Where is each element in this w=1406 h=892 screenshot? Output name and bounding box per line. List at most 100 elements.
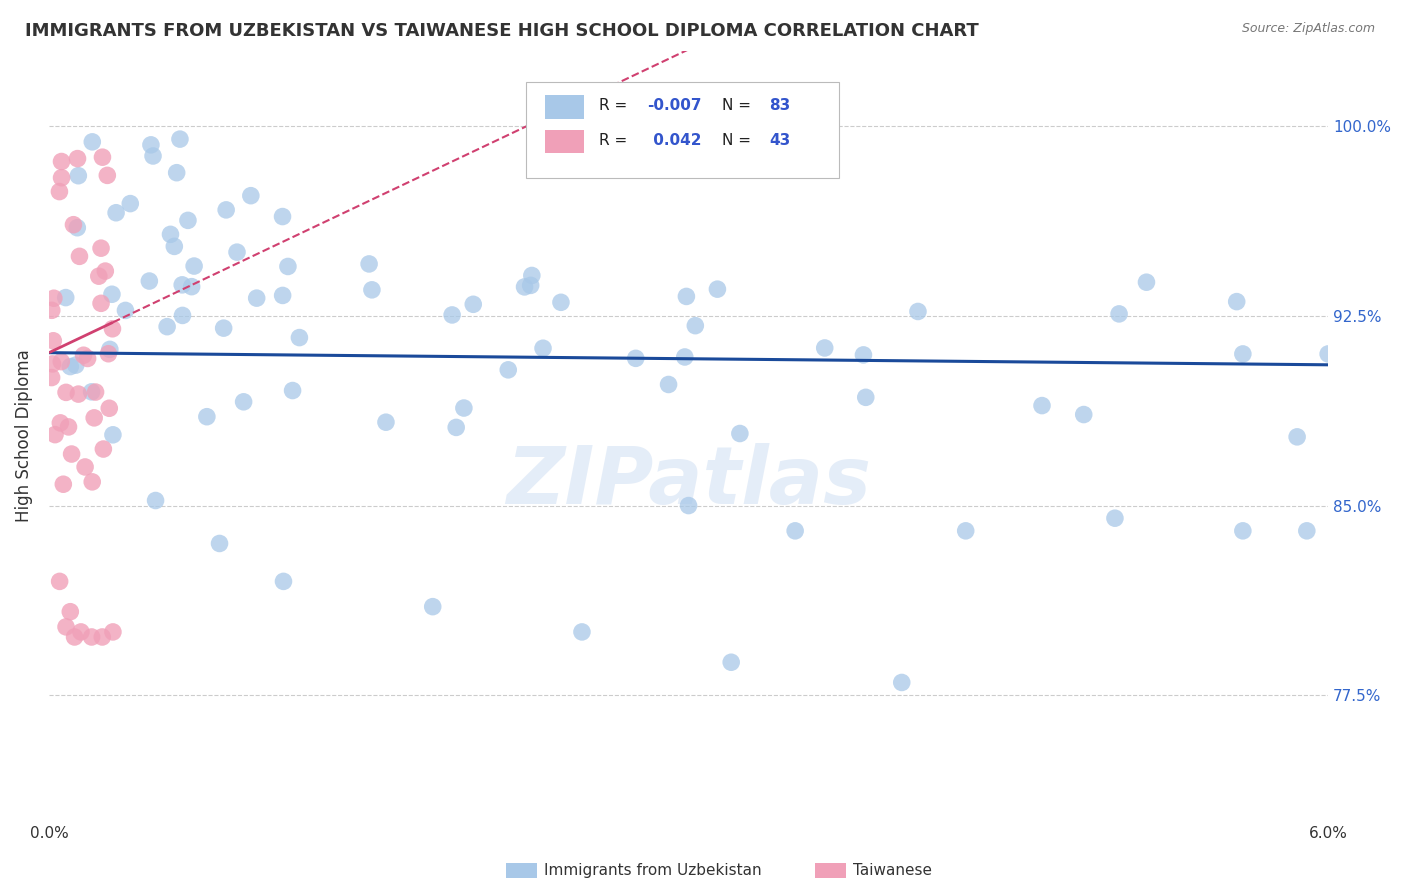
- Point: [1295, 524, 1317, 538]
- Point: [41, 370, 63, 384]
- Point: [658, 377, 681, 392]
- Point: [163, 239, 186, 253]
- Point: [55, 620, 77, 634]
- Point: [814, 341, 837, 355]
- Point: [51, 170, 73, 185]
- Point: [98, 401, 121, 416]
- Point: [271, 288, 294, 302]
- Point: [1104, 511, 1126, 525]
- Text: Taiwanese: Taiwanese: [853, 863, 932, 878]
- Text: Source: ZipAtlas.com: Source: ZipAtlas.com: [1241, 22, 1375, 36]
- Point: [93, 442, 115, 456]
- Point: [678, 499, 700, 513]
- Point: [172, 309, 194, 323]
- Point: [955, 524, 977, 538]
- Point: [82, 135, 104, 149]
- Point: [75, 460, 97, 475]
- Point: [169, 132, 191, 146]
- Point: [519, 278, 541, 293]
- Point: [59, 359, 82, 374]
- Point: [706, 282, 728, 296]
- Text: R =: R =: [599, 133, 627, 147]
- Point: [277, 260, 299, 274]
- Point: [375, 415, 398, 429]
- Point: [101, 322, 124, 336]
- Point: [720, 655, 742, 669]
- Point: [208, 536, 231, 550]
- Point: [80, 384, 103, 399]
- Point: [232, 394, 254, 409]
- Point: [66, 220, 89, 235]
- Point: [239, 188, 262, 202]
- Point: [72, 348, 94, 362]
- Point: [94, 264, 117, 278]
- Point: [142, 149, 165, 163]
- Point: [87, 269, 110, 284]
- Text: 43: 43: [769, 133, 790, 147]
- Point: [41, 357, 63, 371]
- Y-axis label: High School Diploma: High School Diploma: [15, 350, 32, 523]
- Point: [66, 152, 89, 166]
- Point: [361, 283, 384, 297]
- Point: [180, 279, 202, 293]
- Point: [675, 289, 697, 303]
- Point: [145, 493, 167, 508]
- Point: [520, 268, 543, 283]
- Point: [212, 321, 235, 335]
- Point: [44, 427, 66, 442]
- Point: [65, 358, 87, 372]
- Point: [195, 409, 218, 424]
- Point: [890, 675, 912, 690]
- Point: [156, 319, 179, 334]
- Point: [273, 574, 295, 589]
- Point: [1286, 430, 1309, 444]
- Point: [139, 137, 162, 152]
- Point: [67, 387, 90, 401]
- Point: [55, 291, 77, 305]
- Text: R =: R =: [599, 98, 627, 113]
- Point: [51, 154, 73, 169]
- Point: [215, 202, 238, 217]
- Point: [907, 304, 929, 318]
- Point: [138, 274, 160, 288]
- Point: [42, 334, 65, 348]
- Point: [852, 348, 875, 362]
- Point: [120, 196, 142, 211]
- Point: [1031, 399, 1053, 413]
- Point: [159, 227, 181, 242]
- Text: -0.007: -0.007: [648, 98, 702, 113]
- Point: [571, 624, 593, 639]
- Point: [101, 287, 124, 301]
- Point: [728, 426, 751, 441]
- Point: [271, 210, 294, 224]
- Point: [1232, 524, 1254, 538]
- Point: [101, 624, 124, 639]
- Point: [1135, 275, 1157, 289]
- Text: ZIPatlas: ZIPatlas: [506, 443, 872, 521]
- Point: [42, 291, 65, 305]
- Point: [444, 420, 467, 434]
- Point: [67, 169, 90, 183]
- Point: [685, 318, 707, 333]
- Point: [1232, 347, 1254, 361]
- Point: [1226, 294, 1249, 309]
- Point: [496, 363, 519, 377]
- Point: [48, 574, 70, 589]
- Text: Immigrants from Uzbekistan: Immigrants from Uzbekistan: [544, 863, 762, 878]
- Point: [69, 249, 91, 263]
- Point: [226, 245, 249, 260]
- Point: [90, 296, 112, 310]
- Point: [1073, 408, 1095, 422]
- Point: [166, 166, 188, 180]
- Point: [70, 624, 93, 639]
- Point: [62, 218, 84, 232]
- Point: [624, 351, 647, 366]
- Point: [463, 297, 485, 311]
- FancyBboxPatch shape: [546, 130, 583, 153]
- Point: [441, 308, 464, 322]
- Point: [183, 259, 205, 273]
- Point: [531, 341, 554, 355]
- Point: [422, 599, 444, 614]
- FancyBboxPatch shape: [526, 81, 839, 178]
- Point: [52, 477, 75, 491]
